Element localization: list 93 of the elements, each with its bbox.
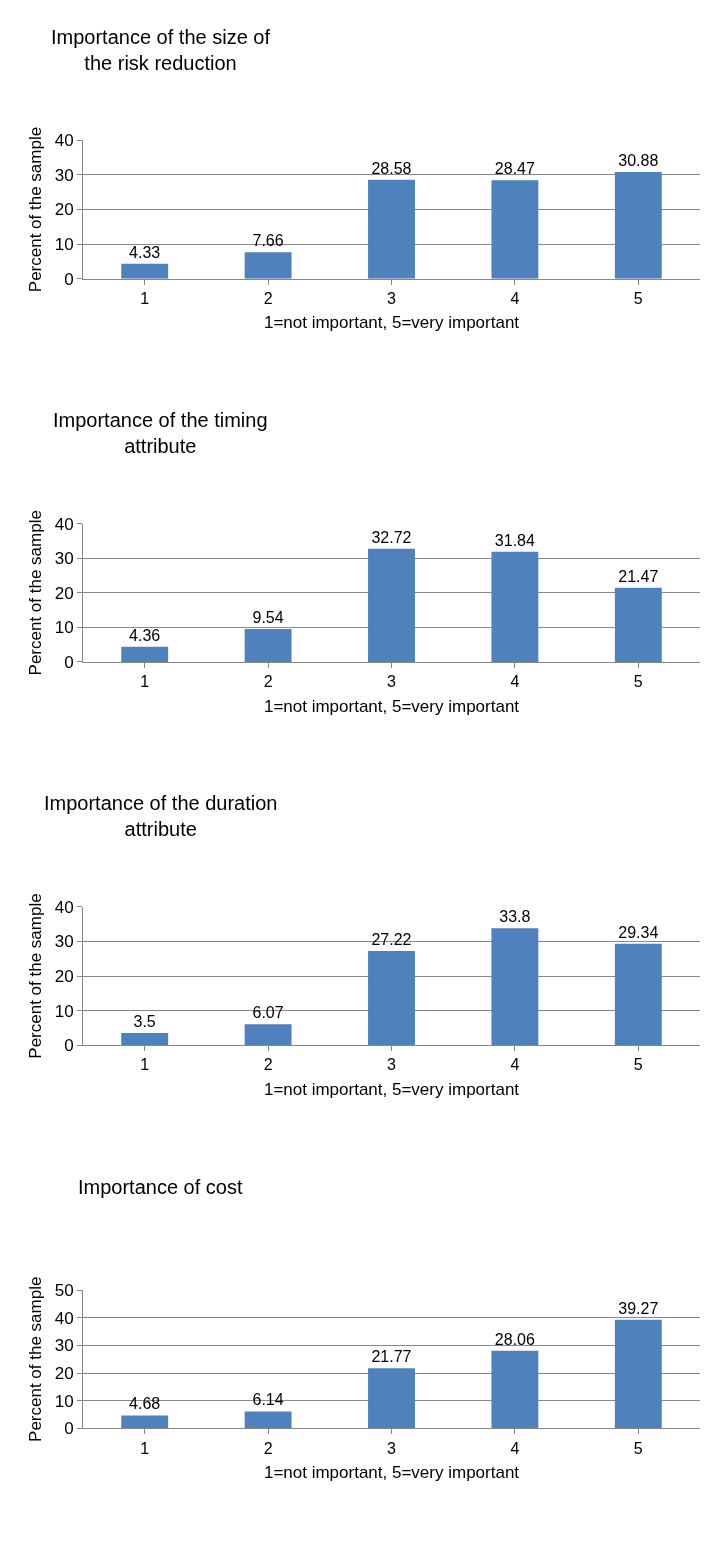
y-tick-label: 30 xyxy=(54,165,74,185)
y-tick-label: 20 xyxy=(54,966,74,986)
x-tick-label: 5 xyxy=(633,1056,643,1074)
x-tick-label: 5 xyxy=(633,673,643,691)
x-tick-label: 5 xyxy=(633,289,643,307)
y-tick-label: 0 xyxy=(64,652,74,672)
chart-title: Importance of cost xyxy=(78,1176,243,1198)
y-tick-label: 20 xyxy=(54,200,74,220)
y-tick-label: 40 xyxy=(54,131,74,151)
x-tick-label: 5 xyxy=(633,1439,643,1457)
data-label: 4.68 xyxy=(129,1395,161,1413)
x-axis-title: 1=not important, 5=very important xyxy=(263,1463,520,1483)
x-tick-label: 1 xyxy=(140,289,150,307)
bar xyxy=(614,943,662,1046)
bar xyxy=(121,646,169,662)
bar xyxy=(121,263,169,279)
x-tick-label: 1 xyxy=(140,1439,150,1457)
y-tick-label: 10 xyxy=(54,1391,74,1411)
bar xyxy=(491,551,539,662)
data-label: 27.22 xyxy=(371,931,412,949)
y-tick-label: 40 xyxy=(54,514,74,534)
y-tick-label: 10 xyxy=(54,235,74,255)
data-label: 30.88 xyxy=(618,151,659,169)
y-tick-label: 10 xyxy=(54,1001,74,1021)
data-label: 32.72 xyxy=(371,528,412,546)
data-label: 7.66 xyxy=(252,232,284,250)
data-label: 21.47 xyxy=(618,567,659,585)
y-axis-title: Percent of the sample xyxy=(26,893,46,1059)
bar xyxy=(368,951,415,1046)
x-axis-title: 1=not important, 5=very important xyxy=(263,313,520,333)
data-label: 21.77 xyxy=(371,1348,412,1366)
x-tick-label: 4 xyxy=(510,289,520,307)
data-label: 6.07 xyxy=(252,1004,284,1022)
data-label: 28.47 xyxy=(494,160,535,178)
x-tick-label: 3 xyxy=(387,673,397,691)
x-tick-label: 4 xyxy=(510,673,520,691)
x-tick-label: 1 xyxy=(140,673,150,691)
y-axis-title: Percent of the sample xyxy=(26,1276,46,1442)
x-tick-label: 4 xyxy=(510,1439,520,1457)
bar xyxy=(614,587,662,662)
y-tick-label: 50 xyxy=(54,1281,74,1301)
x-tick-label: 2 xyxy=(263,673,273,691)
y-tick-label: 20 xyxy=(54,1364,74,1384)
bar xyxy=(244,1024,292,1046)
bar xyxy=(491,1350,539,1429)
y-tick-label: 30 xyxy=(54,549,74,569)
bar xyxy=(491,928,539,1046)
data-label: 33.8 xyxy=(499,908,531,926)
y-tick-label: 40 xyxy=(54,897,74,917)
bar xyxy=(491,180,539,279)
data-label: 28.06 xyxy=(494,1330,535,1348)
y-tick-label: 10 xyxy=(54,618,74,638)
bar xyxy=(121,1033,169,1046)
bar xyxy=(121,1415,169,1429)
bar xyxy=(368,548,415,662)
data-label: 3.5 xyxy=(133,1013,156,1031)
bar xyxy=(368,179,415,279)
x-tick-label: 3 xyxy=(387,1056,397,1074)
y-axis-title: Percent of the sample xyxy=(26,126,46,293)
y-tick-label: 40 xyxy=(54,1308,74,1328)
bar xyxy=(614,171,662,279)
y-tick-label: 20 xyxy=(54,583,74,603)
y-axis-title: Percent of the sample xyxy=(26,510,46,676)
x-tick-label: 3 xyxy=(387,1439,397,1457)
x-axis-title: 1=not important, 5=very important xyxy=(263,1079,520,1099)
chart-title: Importance of the timing attribute xyxy=(53,409,268,457)
bar xyxy=(244,1411,292,1429)
data-label: 4.33 xyxy=(129,243,161,261)
chart-title: Importance of the duration attribute xyxy=(44,792,278,840)
y-tick-label: 0 xyxy=(64,269,74,289)
x-tick-label: 2 xyxy=(263,1056,273,1074)
y-tick-label: 0 xyxy=(64,1419,74,1439)
bar xyxy=(368,1368,415,1429)
data-label: 28.58 xyxy=(371,159,412,177)
x-axis-title: 1=not important, 5=very important xyxy=(263,696,520,716)
x-tick-label: 2 xyxy=(263,289,273,307)
y-tick-label: 30 xyxy=(54,932,74,952)
x-tick-label: 1 xyxy=(140,1056,150,1074)
x-tick-label: 4 xyxy=(510,1056,520,1074)
y-tick-label: 30 xyxy=(54,1336,74,1356)
data-label: 29.34 xyxy=(618,923,659,941)
data-label: 31.84 xyxy=(494,531,535,549)
x-tick-label: 2 xyxy=(263,1439,273,1457)
bar xyxy=(614,1319,662,1429)
x-tick-label: 3 xyxy=(387,289,397,307)
chart-title: Importance of the size of the risk reduction xyxy=(51,26,271,74)
bar xyxy=(244,628,292,662)
bar xyxy=(244,252,292,279)
data-label: 6.14 xyxy=(252,1391,284,1409)
data-label: 9.54 xyxy=(252,608,284,626)
data-label: 39.27 xyxy=(618,1299,659,1317)
y-tick-label: 0 xyxy=(64,1036,74,1056)
data-label: 4.36 xyxy=(129,626,161,644)
